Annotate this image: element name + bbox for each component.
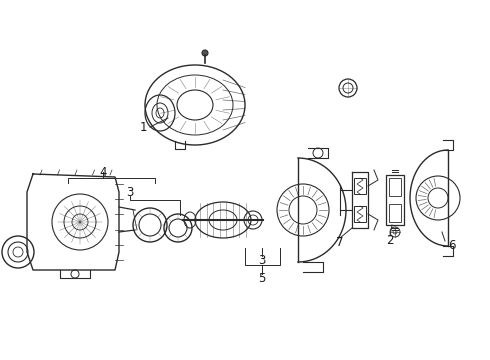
Bar: [389, 204, 401, 222]
Text: 6: 6: [448, 239, 456, 252]
Text: 7: 7: [336, 235, 344, 248]
Bar: [386, 175, 404, 225]
Circle shape: [202, 50, 208, 56]
Text: 2: 2: [386, 234, 394, 247]
Text: 3: 3: [258, 253, 266, 266]
Text: 3: 3: [126, 185, 134, 198]
Text: 1: 1: [139, 121, 147, 134]
Text: 4: 4: [99, 166, 107, 179]
Text: 5: 5: [258, 271, 266, 284]
Bar: [354, 206, 366, 222]
Bar: [354, 178, 366, 194]
Bar: [389, 178, 401, 196]
